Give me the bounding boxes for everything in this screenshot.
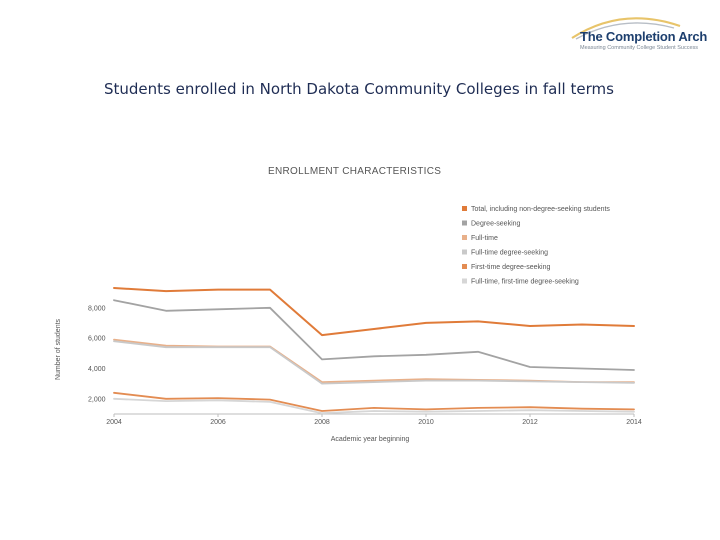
legend-label: Full-time, first-time degree-seeking bbox=[471, 279, 579, 286]
x-axis-label: Academic year beginning bbox=[331, 436, 410, 443]
legend-swatch bbox=[462, 235, 467, 240]
series-line bbox=[113, 391, 635, 412]
legend-swatch bbox=[462, 264, 467, 269]
legend-swatch bbox=[462, 206, 467, 211]
x-tick-label: 2014 bbox=[626, 419, 642, 426]
legend-label: Total, including non-degree-seeking stud… bbox=[471, 206, 610, 213]
legend-swatch bbox=[462, 278, 467, 284]
legend-label: Full-time bbox=[471, 235, 498, 242]
y-tick-label: 8,000 bbox=[88, 305, 106, 312]
y-tick-label: 4,000 bbox=[88, 366, 106, 373]
series-line bbox=[113, 287, 635, 337]
x-tick-label: 2012 bbox=[522, 419, 538, 426]
legend-label: First-time degree-seeking bbox=[471, 264, 550, 271]
series-line bbox=[113, 340, 635, 385]
arch-icon bbox=[571, 17, 681, 40]
series-line bbox=[113, 397, 635, 415]
logo-tagline: Measuring Community College Student Succ… bbox=[580, 45, 699, 51]
x-tick-label: 2004 bbox=[106, 419, 122, 426]
chart-title: ENROLLMENT CHARACTERISTICS bbox=[268, 166, 441, 177]
legend-label: Full-time degree-seeking bbox=[471, 250, 548, 257]
logo-name: The Completion Arch bbox=[580, 29, 708, 44]
legend-swatch bbox=[462, 249, 467, 255]
y-tick-label: 2,000 bbox=[88, 396, 106, 403]
legend-label: Degree-seeking bbox=[471, 221, 521, 228]
series-line bbox=[113, 299, 635, 371]
slide-title: Students enrolled in North Dakota Commun… bbox=[104, 80, 614, 98]
x-tick-label: 2006 bbox=[210, 419, 226, 426]
series-line bbox=[113, 338, 635, 384]
y-tick-label: 6,000 bbox=[88, 336, 106, 343]
x-tick-label: 2010 bbox=[418, 419, 434, 426]
x-tick-label: 2008 bbox=[314, 419, 330, 426]
legend-swatch bbox=[462, 220, 467, 226]
completion-arch-logo: The Completion Arch Measuring Community … bbox=[562, 12, 712, 58]
y-axis-label: Number of students bbox=[55, 318, 62, 380]
